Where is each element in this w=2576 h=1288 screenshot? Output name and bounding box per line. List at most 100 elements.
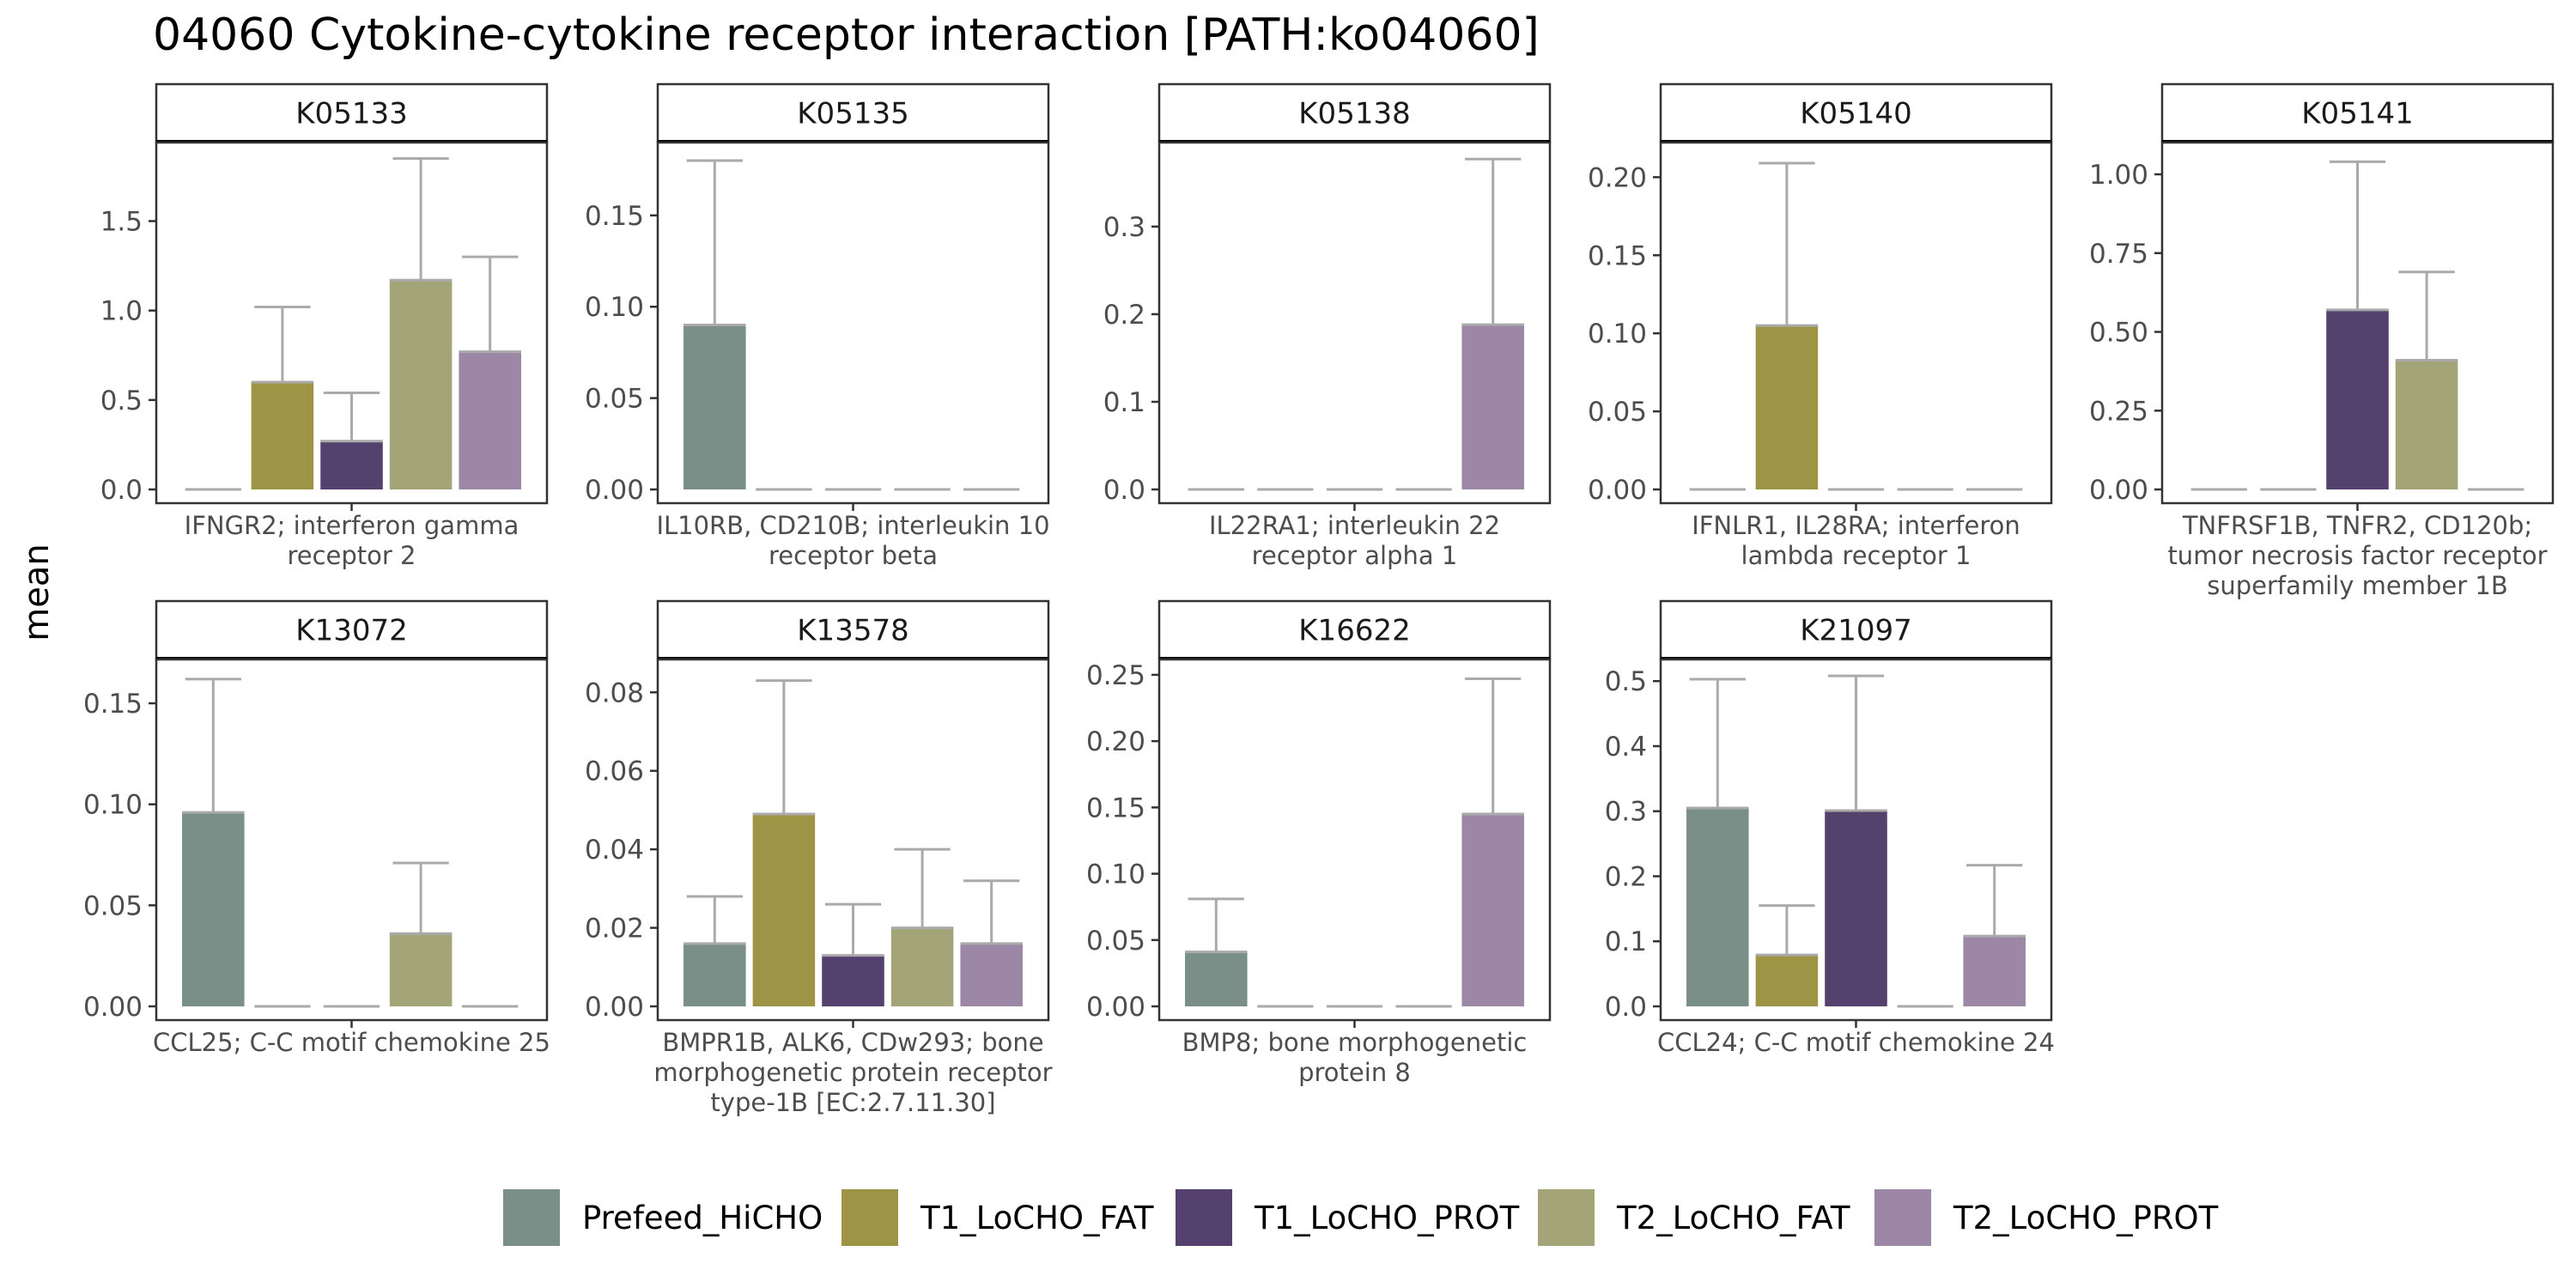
y-tick-label: 0.0 [1605,992,1647,1023]
bar [2326,309,2389,489]
y-tick-label: 0.15 [585,201,644,232]
y-tick-label: 0.2 [1605,861,1647,892]
y-tick-label: 0.10 [1588,319,1647,349]
facet-strip-label: K05135 [797,97,908,131]
bar [890,927,954,1006]
x-axis-label: IL22RA1; interleukin 22 receptor alpha 1 [1209,511,1500,570]
bar [1461,814,1524,1006]
facet-strip-label: K21097 [1800,614,1911,648]
x-axis-label: CCL24; C-C motif chemokine 24 [1657,1028,2055,1057]
y-tick-label: 0.04 [585,835,644,866]
y-tick-label: 0.10 [1086,860,1145,890]
x-axis-label: IFNLR1, IL28RA; interferon lambda recepto… [1692,511,2020,570]
y-axis-label: mean [17,544,57,641]
panels: K05133 0.0 0.5 1.0 1.5 IFNGR2; interferon gam… [83,82,2555,1117]
facet-panel-K05140: K05140 0.00 0.05 0.10 0.15 0.20 IFNLR1, IL28RA… [1588,82,2053,570]
facet-strip [1157,599,1552,660]
legend-label: T1_LoCHO_FAT [920,1200,1154,1236]
legend-item: T2_LoCHO_FAT [1538,1189,1850,1246]
facet-panel-K13072: K13072 0.00 0.05 0.10 0.15 CCL25; C-C motif c… [83,599,550,1057]
y-tick-label: 0.0 [1103,475,1145,506]
y-tick-label: 0.4 [1605,732,1647,762]
y-tick-label: 0.10 [83,790,143,821]
bar [1686,807,1749,1006]
bar [1963,936,2026,1006]
facet-panel-K05138: K05138 0.0 0.1 0.2 0.3 IL22RA1; interleukin 2… [1103,82,1552,570]
y-tick-label: 0.0 [100,475,143,506]
legend-item: Prefeed_HiCHO [503,1189,823,1246]
y-tick-label: 0.20 [1086,726,1145,757]
x-axis-label: IFNGR2; interferon gamma receptor 2 [185,511,519,570]
facet-strip-label: K05140 [1800,97,1911,131]
y-tick-label: 0.3 [1103,212,1145,243]
facet-strip [155,599,549,660]
facet-strip-label: K16622 [1298,614,1410,648]
bar [752,814,816,1006]
legend-swatch [841,1189,898,1246]
y-tick-label: 0.2 [1103,300,1145,331]
bar [1825,810,1887,1006]
x-axis-label: BMPR1B, ALK6, CDw293; bone morphogenetic … [653,1028,1052,1117]
bar [389,933,453,1006]
legend: Prefeed_HiCHO T1_LoCHO_FAT T1_LoCHO_PROT T2… [503,1189,2219,1246]
facet-panel-K05135: K05135 0.00 0.05 0.10 0.15 IL10RB, CD210B; in… [585,82,1050,570]
y-tick-label: 0.3 [1605,797,1647,828]
y-tick-label: 0.00 [585,475,644,506]
legend-swatch [1176,1189,1232,1246]
bar [320,440,383,489]
bar [2395,360,2458,489]
facet-panel-K13578: K13578 0.00 0.02 0.04 0.06 0.08 BMPR1B, ALK6, … [585,599,1053,1117]
facet-panel-K16622: K16622 0.00 0.05 0.10 0.15 0.20 0.25 BMP8; bone… [1086,599,1552,1087]
legend-label: Prefeed_HiCHO [582,1200,823,1236]
legend-swatch [1538,1189,1595,1246]
facet-strip [1157,82,1552,143]
legend-item: T2_LoCHO_PROT [1874,1189,2219,1246]
facet-strip-label: K13072 [295,614,407,648]
y-tick-label: 0.05 [83,890,143,921]
bar [182,812,245,1006]
legend-label: T2_LoCHO_PROT [1953,1200,2219,1236]
y-tick-label: 1.00 [2089,160,2148,191]
x-axis-label: TNFRSF1B, TNFR2, CD120b; tumor necrosis f… [2167,511,2547,600]
y-tick-label: 0.00 [1588,475,1647,506]
facet-panel-K05133: K05133 0.0 0.5 1.0 1.5 IFNGR2; interferon gam… [100,82,549,570]
bar [683,325,746,489]
x-axis-label: BMP8; bone morphogenetic protein 8 [1182,1028,1528,1087]
legend-swatch [1874,1189,1931,1246]
y-tick-label: 0.20 [1588,162,1647,193]
bar [1185,951,1248,1006]
y-tick-label: 0.08 [585,677,644,708]
legend-label: T2_LoCHO_FAT [1616,1200,1850,1236]
y-tick-label: 0.50 [2089,318,2148,349]
bar [459,351,521,489]
bar [1461,325,1524,489]
y-tick-label: 0.10 [585,292,644,323]
bar [960,943,1023,1006]
facet-panel-K21097: K21097 0.0 0.1 0.2 0.3 0.4 0.5 CCL24; C-C motif… [1605,599,2055,1057]
y-tick-label: 0.15 [1588,240,1647,271]
y-tick-label: 0.05 [1086,926,1145,957]
bar [683,943,746,1006]
facet-strip-label: K05141 [2301,97,2413,131]
y-tick-label: 1.5 [100,207,143,238]
y-tick-label: 0.25 [1086,660,1145,691]
x-axis-label: IL10RB, CD210B; interleukin 10 receptor b… [656,511,1049,570]
legend-item: T1_LoCHO_PROT [1176,1189,1520,1246]
bar [1755,325,1819,489]
y-tick-label: 0.00 [2089,475,2148,506]
y-tick-label: 0.15 [83,689,143,720]
legend-swatch [503,1189,560,1246]
bar [251,382,314,489]
facet-strip [1659,599,2053,660]
y-tick-label: 0.5 [1605,666,1647,697]
y-tick-label: 0.1 [1605,927,1647,957]
y-tick-label: 0.02 [585,914,644,945]
x-axis-label: CCL25; C-C motif chemokine 25 [153,1028,550,1057]
y-tick-label: 0.06 [585,756,644,787]
y-tick-label: 0.05 [585,384,644,415]
bar [389,280,453,489]
y-tick-label: 0.5 [100,386,143,416]
legend-label: T1_LoCHO_PROT [1254,1200,1520,1236]
y-tick-label: 0.1 [1103,387,1145,418]
